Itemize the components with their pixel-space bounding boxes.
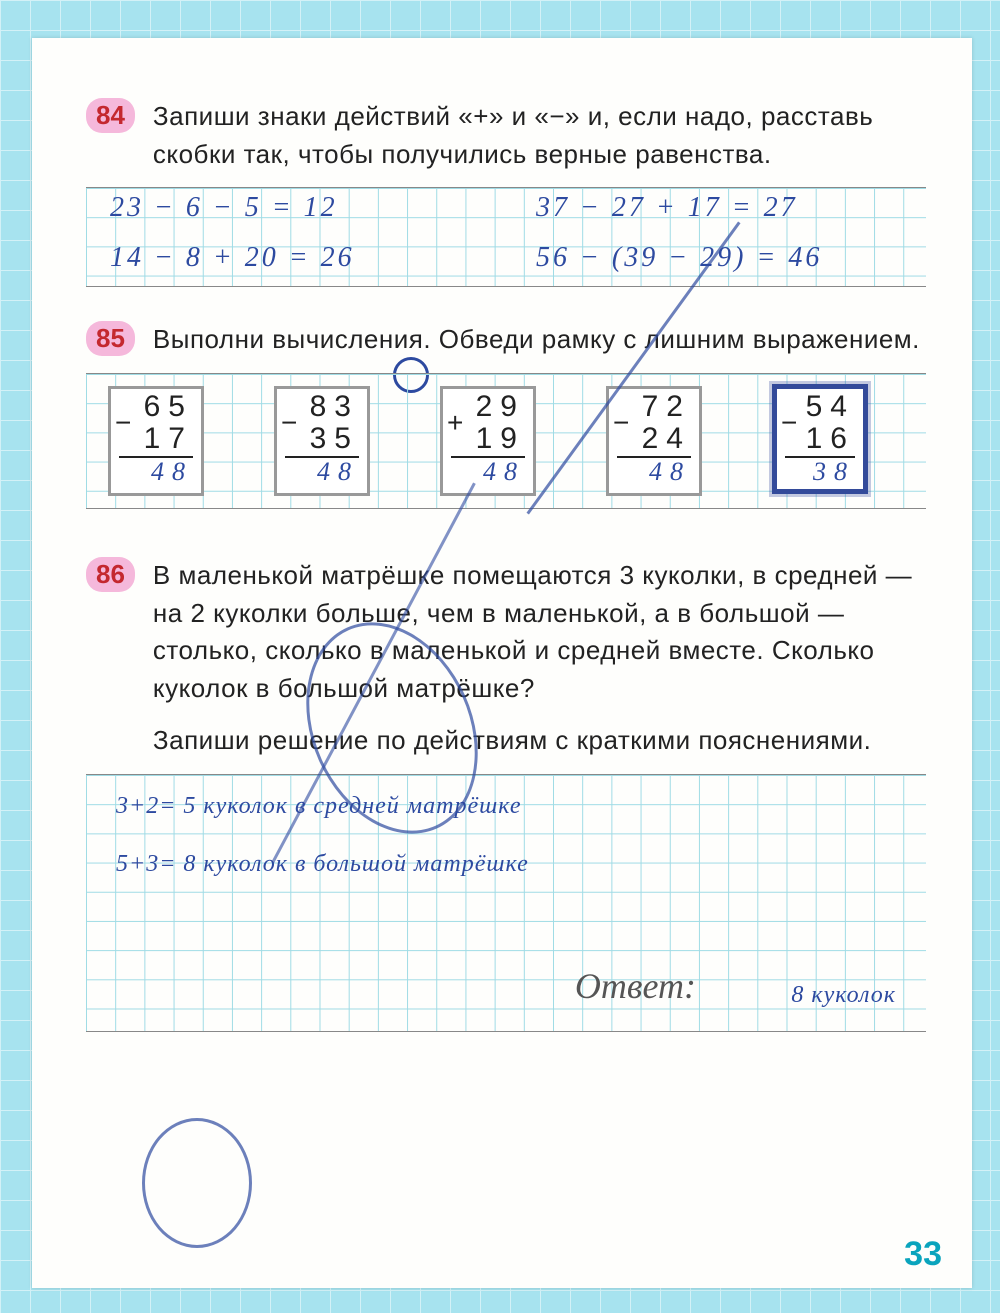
column-1: − 65 17 48 [108, 386, 204, 496]
eq-4: 56 − (39 − 29) = 46 [536, 242, 822, 274]
task-85: 85 Выполни вычисления. Обведи рамку с ли… [86, 321, 926, 509]
task-86-text2: Запиши решение по действиям с краткими п… [153, 722, 926, 760]
task-84-badge: 84 [86, 98, 135, 133]
ink-scribble-2 [142, 1118, 252, 1248]
col4-ans: 48 [617, 458, 691, 485]
col2-op: − [281, 407, 297, 439]
col5-ans: 38 [785, 458, 855, 485]
col4-op: − [613, 407, 629, 439]
task-86-text1: В маленькой матрёшке помещаются 3 куколк… [153, 557, 926, 708]
column-3: + 29 19 48 [440, 386, 536, 496]
task-85-grid: − 65 17 48 − 83 35 48 + 29 19 48 − [86, 373, 926, 509]
col1-ans: 48 [119, 458, 193, 485]
task-86-badge: 86 [86, 557, 135, 592]
task-86: 86 В маленькой матрёшке помещаются 3 кук… [86, 557, 926, 1031]
task-84-grid: 23 − 6 − 5 = 12 37 − 27 + 17 = 27 14 − 8… [86, 187, 926, 287]
col3-ans: 48 [451, 458, 525, 485]
task-85-text: Выполни вычисления. Обведи рамку с лишни… [153, 321, 920, 359]
column-2: − 83 35 48 [274, 386, 370, 496]
column-4: − 72 24 48 [606, 386, 702, 496]
eq-2: 37 − 27 + 17 = 27 [536, 192, 798, 224]
col1-op: − [115, 407, 131, 439]
eq-1: 23 − 6 − 5 = 12 [110, 192, 338, 224]
workbook-page: 84 Запиши знаки действий «+» и «−» и, ес… [32, 38, 972, 1288]
task-84: 84 Запиши знаки действий «+» и «−» и, ес… [86, 98, 926, 287]
task-85-badge: 85 [86, 321, 135, 356]
col3-op: + [447, 407, 463, 439]
work-line-2: 5+3= 8 куколок в большой матрёшке [116, 851, 529, 878]
page-number: 33 [904, 1235, 942, 1274]
column-5-highlighted: − 54 16 38 [772, 384, 868, 494]
task-84-text: Запиши знаки действий «+» и «−» и, если … [153, 98, 926, 173]
col2-ans: 48 [285, 458, 359, 485]
eq-3: 14 − 8 + 20 = 26 [110, 242, 355, 274]
answer-label: Ответ: [575, 965, 696, 1007]
task-85-text-span: Выполни вычисления. Обведи рамку с лишни… [153, 324, 920, 354]
task-86-grid: 3+2= 5 куколок в средней матрёшке 5+3= 8… [86, 774, 926, 1032]
col5-op: − [781, 407, 797, 439]
answer-value: 8 куколок [791, 982, 896, 1009]
